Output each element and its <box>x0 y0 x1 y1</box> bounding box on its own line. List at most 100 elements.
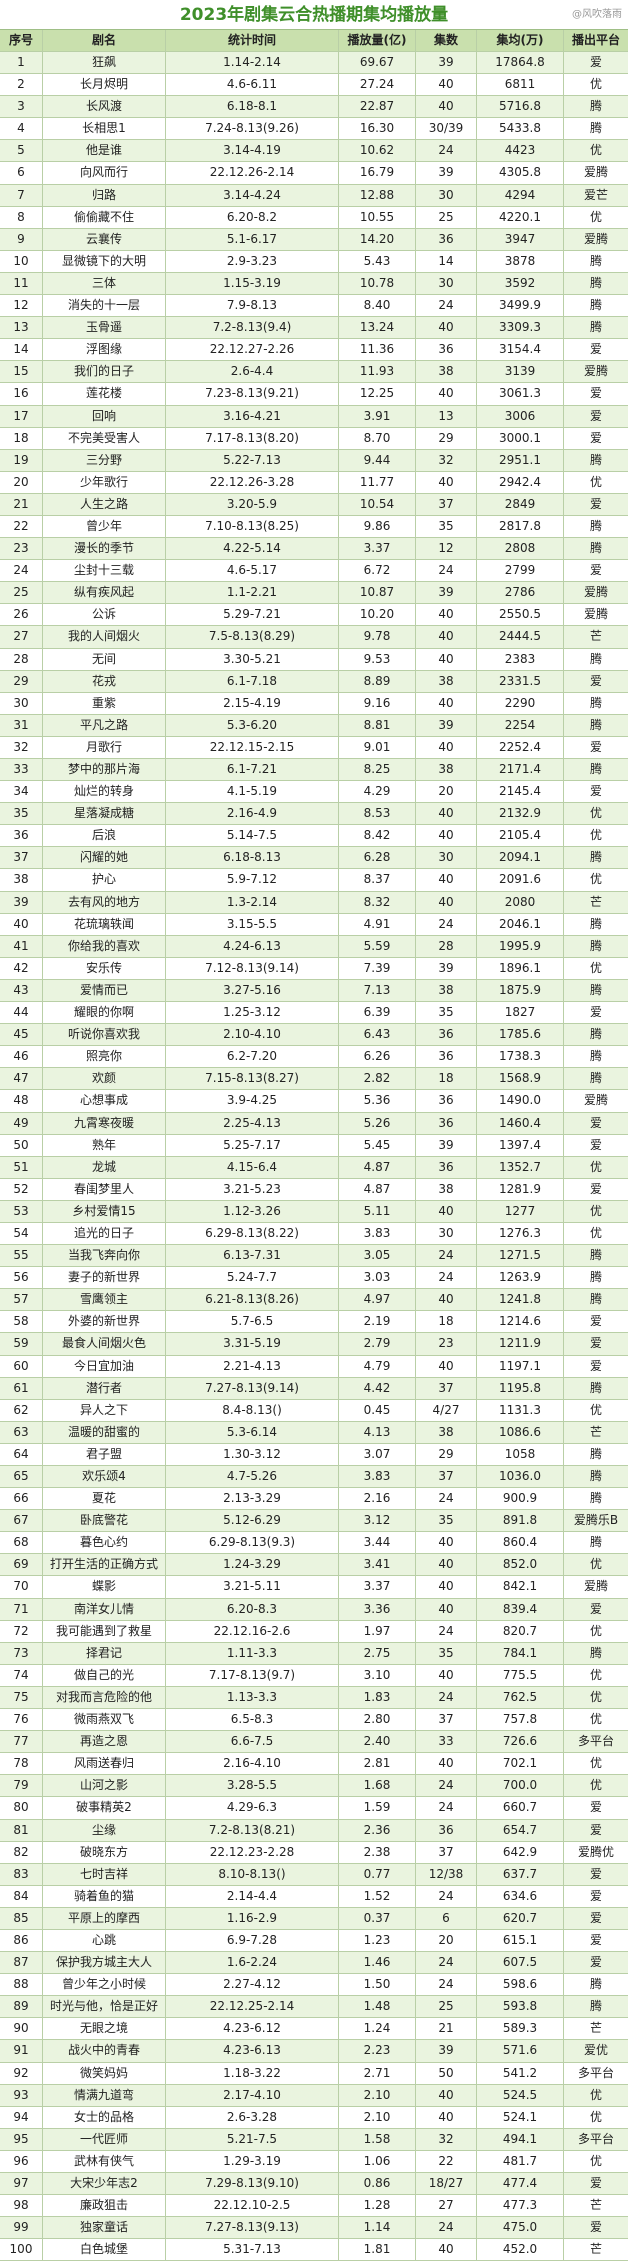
period: 3.28-5.5 <box>166 1775 339 1798</box>
platform: 腾 <box>564 649 628 671</box>
platform: 腾 <box>564 450 628 472</box>
period: 6.21-8.13(8.26) <box>166 1289 339 1312</box>
episodes: 40 <box>416 869 477 892</box>
episodes: 20 <box>416 781 477 804</box>
views: 2.10 <box>339 2106 416 2129</box>
avg-views: 1241.8 <box>477 1289 564 1312</box>
period: 4.29-6.3 <box>166 1797 339 1820</box>
views: 4.91 <box>339 913 416 936</box>
views: 16.79 <box>339 162 416 185</box>
avg-views: 700.0 <box>477 1775 564 1798</box>
period: 1.12-3.26 <box>166 1200 339 1223</box>
avg-views: 820.7 <box>477 1620 564 1643</box>
avg-views: 1397.4 <box>477 1134 564 1157</box>
episodes: 40 <box>416 1200 477 1223</box>
episodes: 28 <box>416 935 477 958</box>
drama-name: 显微镜下的大明 <box>43 250 166 273</box>
period: 1.18-3.22 <box>166 2062 339 2085</box>
platform: 腾 <box>564 1378 628 1400</box>
avg-views: 477.4 <box>477 2173 564 2196</box>
avg-views: 2808 <box>477 538 564 561</box>
views: 11.36 <box>339 339 416 362</box>
avg-views: 2799 <box>477 560 564 583</box>
drama-name: 漫长的季节 <box>43 538 166 561</box>
episodes: 40 <box>416 1576 477 1599</box>
views: 2.40 <box>339 1731 416 1754</box>
avg-views: 1211.9 <box>477 1333 564 1356</box>
drama-name: 大宋少年志2 <box>43 2173 166 2196</box>
drama-name: 消失的十一层 <box>43 295 166 318</box>
period: 8.4-8.13() <box>166 1399 339 1422</box>
drama-name: 长相思1 <box>43 118 166 141</box>
avg-views: 589.3 <box>477 2018 564 2041</box>
table-row: 58 外婆的新世界 5.7-6.5 2.19 18 1214.6 爱 <box>0 1311 628 1334</box>
avg-views: 654.7 <box>477 1819 564 1842</box>
table-row: 95 一代匠师 5.21-7.5 1.58 32 494.1 多平台 <box>0 2128 628 2151</box>
episodes: 24 <box>416 1885 477 1908</box>
table-row: 29 花戎 6.1-7.18 8.89 38 2331.5 爱 <box>0 670 628 693</box>
drama-name: 君子盟 <box>43 1443 166 1466</box>
rank: 5 <box>0 140 43 163</box>
episodes: 13 <box>416 405 477 428</box>
avg-views: 1896.1 <box>477 957 564 980</box>
period: 7.17-8.13(9.7) <box>166 1664 339 1687</box>
rank: 30 <box>0 692 43 715</box>
platform: 优 <box>564 1665 628 1687</box>
views: 2.75 <box>339 1642 416 1665</box>
period: 1.11-3.3 <box>166 1642 339 1665</box>
rank: 53 <box>0 1200 43 1223</box>
drama-name: 九霄寒夜暖 <box>43 1112 166 1135</box>
drama-name: 暮色心约 <box>43 1532 166 1555</box>
avg-views: 2383 <box>477 648 564 671</box>
drama-name: 尘封十三载 <box>43 560 166 583</box>
views: 2.82 <box>339 1068 416 1091</box>
period: 22.12.23-2.28 <box>166 1841 339 1864</box>
platform: 腾 <box>564 317 628 340</box>
period: 5.24-7.7 <box>166 1267 339 1290</box>
rank: 8 <box>0 206 43 229</box>
rank: 99 <box>0 2217 43 2240</box>
avg-views: 637.7 <box>477 1863 564 1886</box>
rank: 11 <box>0 272 43 296</box>
avg-views: 762.5 <box>477 1686 564 1710</box>
table-row: 68 暮色心约 6.29-8.13(9.3) 3.44 40 860.4 腾 <box>0 1532 628 1555</box>
period: 2.14-4.4 <box>166 1885 339 1908</box>
avg-views: 1827 <box>477 1002 564 1025</box>
avg-views: 4220.1 <box>477 206 564 229</box>
drama-name: 一代匠师 <box>43 2128 166 2151</box>
episodes: 18 <box>416 1068 477 1091</box>
avg-views: 2786 <box>477 582 564 605</box>
platform: 优 <box>564 207 628 229</box>
rank: 68 <box>0 1532 43 1555</box>
period: 2.17-4.10 <box>166 2084 339 2107</box>
episodes: 36 <box>416 1156 477 1179</box>
platform: 爱 <box>564 737 628 759</box>
rank: 2 <box>0 74 43 97</box>
table-row: 45 听说你喜欢我 2.10-4.10 6.43 36 1785.6 腾 <box>0 1024 628 1047</box>
avg-views: 4294 <box>477 184 564 207</box>
drama-name: 做自己的光 <box>43 1664 166 1687</box>
drama-name: 回响 <box>43 405 166 428</box>
views: 3.07 <box>339 1443 416 1466</box>
drama-name: 独家童话 <box>43 2217 166 2240</box>
platform: 优 <box>564 2151 628 2173</box>
period: 4.23-6.13 <box>166 2040 339 2063</box>
table-row: 70 蝶影 3.21-5.11 3.37 40 842.1 爱腾 <box>0 1576 628 1599</box>
views: 5.11 <box>339 1200 416 1223</box>
views: 3.37 <box>339 538 416 561</box>
views: 9.78 <box>339 626 416 649</box>
platform: 爱 <box>564 428 628 450</box>
period: 22.12.15-2.15 <box>166 736 339 759</box>
platform: 优 <box>564 2107 628 2129</box>
period: 7.23-8.13(9.21) <box>166 383 339 406</box>
drama-name: 长月烬明 <box>43 74 166 97</box>
drama-name: 我的人间烟火 <box>43 626 166 649</box>
table-row: 21 人生之路 3.20-5.9 10.54 37 2849 爱 <box>0 493 628 516</box>
table-row: 46 照亮你 6.2-7.20 6.26 36 1738.3 腾 <box>0 1046 628 1069</box>
rank: 47 <box>0 1068 43 1091</box>
drama-name: 狂飙 <box>43 52 166 75</box>
views: 2.80 <box>339 1709 416 1732</box>
rank: 91 <box>0 2040 43 2063</box>
table-row: 15 我们的日子 2.6-4.4 11.93 38 3139 爱腾 <box>0 361 628 384</box>
drama-name: 月歌行 <box>43 736 166 759</box>
